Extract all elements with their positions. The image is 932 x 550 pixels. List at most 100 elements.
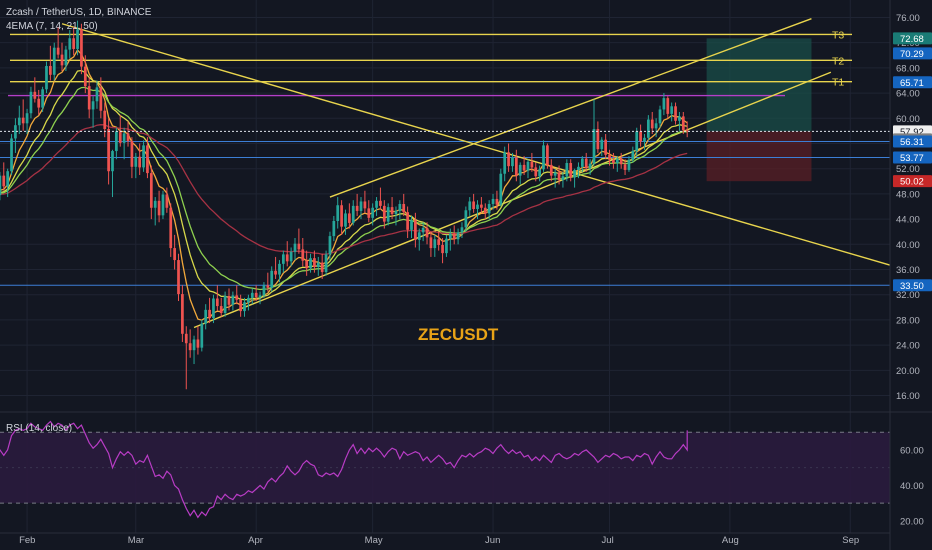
candle-body	[402, 203, 406, 213]
candle-body	[25, 113, 29, 124]
rsi-legend[interactable]: RSI (14, close)	[6, 423, 72, 434]
candle-body	[480, 204, 483, 208]
candle-body	[68, 38, 72, 50]
horizontal-levels[interactable]	[0, 33, 890, 286]
candle-body	[565, 163, 569, 177]
candle-body	[433, 239, 437, 249]
candle-body	[266, 285, 270, 288]
candle-body	[332, 220, 336, 237]
candle-body	[441, 244, 444, 254]
candle-body	[371, 207, 375, 218]
candle-body	[608, 154, 611, 160]
time-axis[interactable]: Feb Mar Apr May Jun Jul Aug Sep	[19, 535, 859, 546]
candle-body	[285, 254, 289, 262]
candle-body	[212, 298, 215, 319]
candle-body	[386, 207, 390, 222]
price-tick-label: 68.00	[896, 63, 920, 74]
candle-body	[359, 201, 363, 211]
price-axis-background[interactable]	[890, 0, 932, 550]
price-tag-label: 50.02	[900, 177, 924, 188]
candle-body	[538, 169, 541, 177]
candle-body	[623, 164, 627, 170]
candle-body	[274, 270, 277, 275]
candle-body	[243, 302, 246, 312]
candle-body	[184, 333, 188, 344]
target-label: T2	[832, 55, 844, 67]
candle-body	[328, 236, 332, 255]
candle-body	[635, 131, 639, 152]
symbol-legend[interactable]: Zcash / TetherUS, 1D, BINANCE	[6, 7, 152, 18]
candle-body	[514, 157, 518, 176]
candle-body	[95, 87, 99, 102]
candle-body	[289, 251, 293, 262]
candle-body	[569, 163, 573, 178]
price-tag-label: 72.68	[900, 34, 924, 45]
candle-body	[17, 117, 21, 126]
candle-body	[604, 139, 608, 155]
candle-body	[382, 205, 386, 222]
candle-body	[584, 158, 588, 169]
candle-body	[414, 220, 417, 240]
candle-body	[196, 339, 200, 348]
candle-body	[650, 119, 654, 129]
price-tag-label: 57.92	[900, 127, 924, 138]
candle-body	[549, 164, 553, 176]
price-axis[interactable]: 76.0072.0068.0064.0060.0056.0052.0048.00…	[896, 13, 920, 402]
candle-body	[250, 292, 254, 298]
candle-body	[557, 172, 561, 181]
rsi-axis[interactable]: 60.00 40.00 20.00	[900, 445, 924, 527]
candle-body	[561, 176, 565, 181]
candle-body	[344, 213, 347, 227]
candle-body	[468, 201, 472, 211]
rsi-pane[interactable]	[0, 420, 890, 519]
candle-body	[91, 101, 95, 110]
candle-body	[553, 172, 557, 176]
candle-body	[534, 167, 538, 177]
indicator-legend[interactable]: 4EMA (7, 14, 21, 50)	[6, 21, 98, 32]
candle-body	[612, 159, 615, 164]
candle-body	[247, 297, 250, 303]
candle-body	[76, 29, 79, 49]
candle-body	[681, 116, 685, 131]
price-tag-label: 56.31	[900, 137, 924, 148]
candle-body	[577, 166, 580, 170]
candle-body	[639, 131, 642, 142]
candle-body	[491, 198, 495, 204]
candle-body	[0, 175, 2, 196]
candle-body	[72, 38, 76, 49]
candle-body	[192, 339, 196, 351]
candle-body	[530, 161, 534, 168]
candle-body	[41, 89, 44, 108]
time-tick-label: Aug	[722, 535, 739, 546]
price-tick-label: 32.00	[896, 290, 920, 301]
candle-body	[472, 201, 475, 210]
candle-body	[421, 227, 425, 233]
candle-body	[588, 163, 592, 169]
candle-body	[410, 220, 413, 230]
candle-body	[177, 260, 180, 295]
candle-body	[223, 295, 227, 313]
candle-body	[499, 173, 503, 205]
candle-body	[239, 299, 242, 312]
stop-zone	[706, 131, 812, 182]
price-tag-box	[893, 279, 932, 292]
price-tick-label: 36.00	[896, 265, 920, 276]
candle-body	[33, 91, 37, 99]
candle-body	[448, 233, 452, 239]
candle-body	[29, 91, 33, 114]
candle-body	[464, 210, 468, 228]
price-tag-box	[893, 175, 932, 188]
candle-body	[662, 98, 666, 110]
candle-body	[111, 151, 114, 172]
candle-body	[52, 47, 56, 75]
candle-body	[21, 117, 25, 124]
candle-body	[130, 140, 134, 167]
symbol-watermark: ZECUSDT	[418, 325, 499, 344]
candle-body	[99, 87, 103, 111]
candle-body	[297, 243, 301, 250]
candle-body	[181, 294, 184, 334]
long-position-tool[interactable]	[706, 38, 812, 182]
target-zone	[706, 38, 812, 132]
candlesticks	[0, 20, 689, 390]
